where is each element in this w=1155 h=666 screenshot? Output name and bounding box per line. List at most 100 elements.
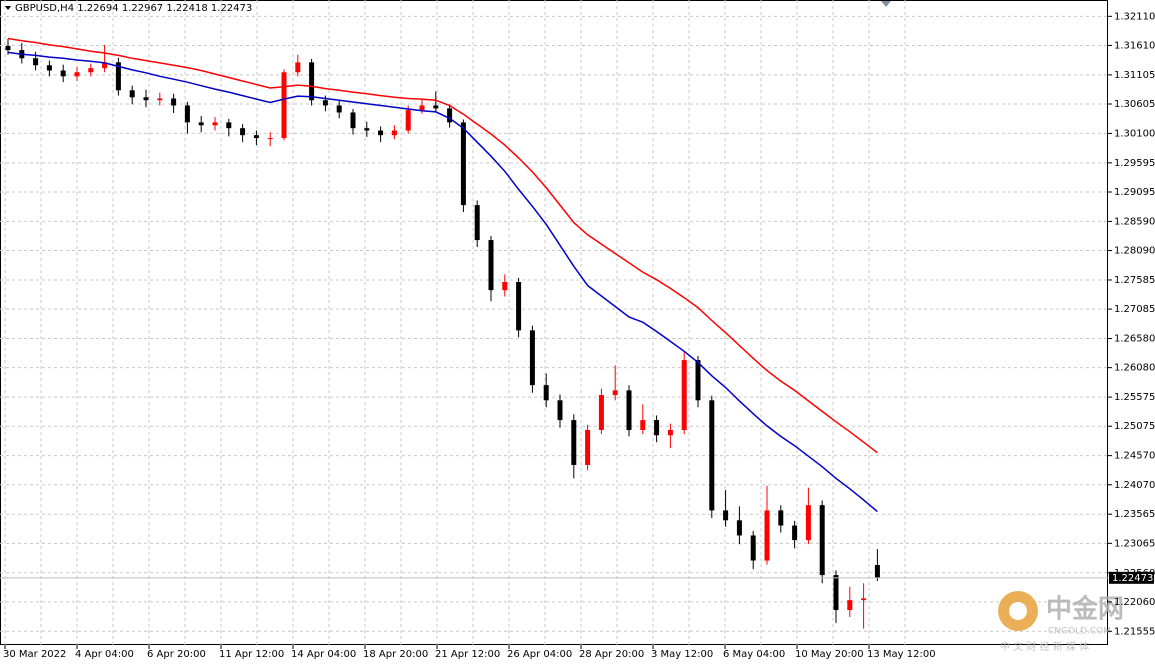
y-tick-label: 1.29095 — [1114, 187, 1155, 198]
x-tick-label: 14 Apr 04:00 — [291, 649, 356, 660]
candle-body — [709, 400, 715, 511]
candle-body — [102, 62, 108, 69]
x-tick-label: 13 May 12:00 — [867, 649, 936, 660]
x-tick-label: 6 Apr 20:00 — [147, 649, 206, 660]
candle-body — [184, 105, 190, 123]
candle-body — [253, 135, 259, 139]
candle-body — [833, 575, 839, 611]
candle-body — [157, 98, 163, 101]
candle-body — [667, 430, 673, 436]
y-tick-label: 1.28090 — [1114, 246, 1155, 257]
candle-body — [598, 395, 604, 430]
candle-body — [322, 100, 328, 106]
candle-body — [405, 110, 411, 131]
candle-body — [88, 68, 94, 73]
open: 1.22694 — [77, 3, 118, 14]
candle-body — [778, 510, 784, 526]
candle-body — [460, 122, 466, 206]
y-tick-label: 1.28590 — [1114, 216, 1155, 227]
candle-body — [474, 205, 480, 241]
candle-body — [226, 122, 232, 129]
candle-body — [212, 122, 218, 126]
candle-body — [805, 505, 811, 541]
watermark: 中金网 CNGOLD.COM 中 文 财 经 新 媒 体 — [998, 591, 1124, 653]
candle-body — [350, 112, 356, 129]
x-tick-label: 21 Apr 12:00 — [435, 649, 500, 660]
candle-body — [143, 97, 149, 101]
x-tick-label: 26 Apr 04:00 — [507, 649, 572, 660]
watermark-tagline: 中 文 财 经 新 媒 体 — [1000, 640, 1089, 653]
y-tick-label: 1.23565 — [1114, 509, 1155, 520]
candle-body — [419, 105, 425, 111]
symbol: GBPUSD,H4 — [15, 3, 74, 14]
candle-body — [695, 360, 701, 401]
y-tick-label: 1.25075 — [1114, 421, 1155, 432]
candle-body — [240, 128, 246, 136]
y-tick-label: 1.24570 — [1114, 451, 1155, 462]
candle-body — [309, 62, 315, 101]
y-tick-label: 1.27585 — [1114, 275, 1155, 286]
watermark-site: CNGOLD.COM — [1048, 627, 1111, 637]
candle-body — [861, 598, 867, 601]
menu-arrow — [5, 6, 11, 10]
candle-body — [281, 72, 287, 139]
y-tick-label: 1.31105 — [1114, 70, 1155, 81]
candle-body — [571, 420, 577, 465]
candle-body — [764, 510, 770, 561]
candle-body — [433, 105, 439, 109]
y-tick-label: 1.31610 — [1114, 40, 1155, 51]
candle-body — [488, 240, 494, 291]
candle-body — [115, 62, 121, 91]
y-tick-label: 1.30100 — [1114, 128, 1155, 139]
candle-body — [847, 600, 853, 611]
x-tick-label: 30 Mar 2022 — [3, 649, 66, 660]
candle-body — [198, 122, 204, 126]
candle-body — [33, 58, 39, 66]
candle-body — [267, 138, 273, 140]
y-tick-label: 1.26580 — [1114, 334, 1155, 345]
watermark-logo-inner — [1009, 602, 1027, 620]
x-tick-label: 6 May 04:00 — [723, 649, 785, 660]
candle-body — [723, 510, 729, 521]
candle-body — [60, 70, 66, 77]
y-tick-label: 1.32110 — [1114, 11, 1155, 22]
high: 1.22967 — [122, 3, 163, 14]
x-tick-label: 4 Apr 04:00 — [75, 649, 134, 660]
candle-body — [364, 128, 370, 131]
candle-body — [46, 65, 52, 71]
y-tick-label: 1.26080 — [1114, 363, 1155, 374]
close: 1.22473 — [211, 3, 252, 14]
price-label: 1.22473 — [1112, 573, 1153, 584]
candle-body — [750, 535, 756, 561]
y-tick-label: 1.30605 — [1114, 99, 1155, 110]
candle-body — [819, 505, 825, 576]
candle-body — [502, 282, 508, 291]
candle-body — [640, 420, 646, 430]
plot-frame — [0, 0, 1108, 645]
watermark-logo: 中金网 — [1046, 594, 1124, 625]
header: GBPUSD,H4 1.22694 1.22967 1.22418 1.2247… — [15, 3, 252, 14]
moving-average — [7, 51, 878, 513]
candle-body — [874, 564, 880, 578]
candle-body — [336, 105, 342, 113]
candle-body — [736, 520, 742, 536]
x-tick-label: 10 May 20:00 — [795, 649, 864, 660]
moving-average — [7, 37, 878, 454]
y-tick-label: 1.29595 — [1114, 158, 1155, 169]
low: 1.22418 — [166, 3, 207, 14]
price-box — [1109, 571, 1154, 584]
y-tick-label: 1.27085 — [1114, 304, 1155, 315]
candle-body — [529, 330, 535, 386]
candle-body — [612, 390, 618, 396]
candle-body — [129, 90, 135, 98]
x-tick-label: 28 Apr 20:00 — [579, 649, 644, 660]
candle-body — [543, 385, 549, 401]
candle-body — [378, 130, 384, 136]
y-tick-label: 1.25575 — [1114, 392, 1155, 403]
candle-body — [74, 72, 80, 77]
candle-body — [516, 282, 522, 331]
candle-body — [295, 62, 301, 73]
y-tick-label: 1.23065 — [1114, 538, 1155, 549]
